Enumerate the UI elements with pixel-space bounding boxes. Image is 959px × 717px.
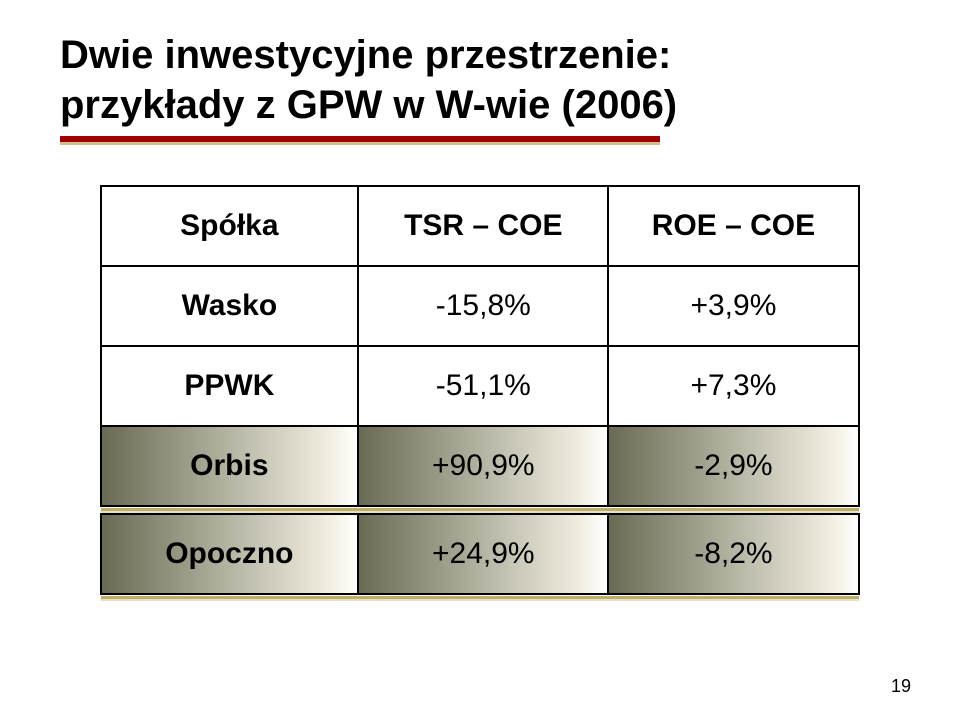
row-tsr: -51,1% xyxy=(358,346,608,426)
highlight-underline xyxy=(101,506,859,514)
table-header-row: Spółka TSR – COE ROE – COE xyxy=(101,186,859,266)
table-row: Opoczno +24,9% -8,2% xyxy=(101,514,859,594)
row-label: Wasko xyxy=(101,266,359,346)
row-roe: -8,2% xyxy=(608,514,858,594)
title-line-2: przykłady z GPW w W-wie (2006) xyxy=(60,83,677,127)
title-underline xyxy=(60,136,899,145)
row-label: Opoczno xyxy=(101,514,359,594)
row-roe: -2,9% xyxy=(608,426,858,506)
col-header-company: Spółka xyxy=(101,186,359,266)
col-header-tsr: TSR – COE xyxy=(358,186,608,266)
row-tsr: +24,9% xyxy=(358,514,608,594)
title-line-1: Dwie inwestycyjne przestrzenie: xyxy=(60,33,671,77)
table-row: PPWK -51,1% +7,3% xyxy=(101,346,859,426)
slide-title: Dwie inwestycyjne przestrzenie: przykład… xyxy=(60,30,899,130)
table-row: Wasko -15,8% +3,9% xyxy=(101,266,859,346)
table-body: Wasko -15,8% +3,9% PPWK -51,1% +7,3% Orb… xyxy=(101,266,859,601)
title-underline-tan xyxy=(60,142,660,145)
row-label: Orbis xyxy=(101,426,359,506)
row-roe: +7,3% xyxy=(608,346,858,426)
row-label: PPWK xyxy=(101,346,359,426)
page-number: 19 xyxy=(891,676,911,697)
row-tsr: +90,9% xyxy=(358,426,608,506)
slide: Dwie inwestycyjne przestrzenie: przykład… xyxy=(0,0,959,717)
highlight-underline xyxy=(101,594,859,601)
table-row: Orbis +90,9% -2,9% xyxy=(101,426,859,506)
row-roe: +3,9% xyxy=(608,266,858,346)
data-table: Spółka TSR – COE ROE – COE Wasko -15,8% … xyxy=(100,185,860,601)
row-tsr: -15,8% xyxy=(358,266,608,346)
col-header-roe: ROE – COE xyxy=(608,186,858,266)
